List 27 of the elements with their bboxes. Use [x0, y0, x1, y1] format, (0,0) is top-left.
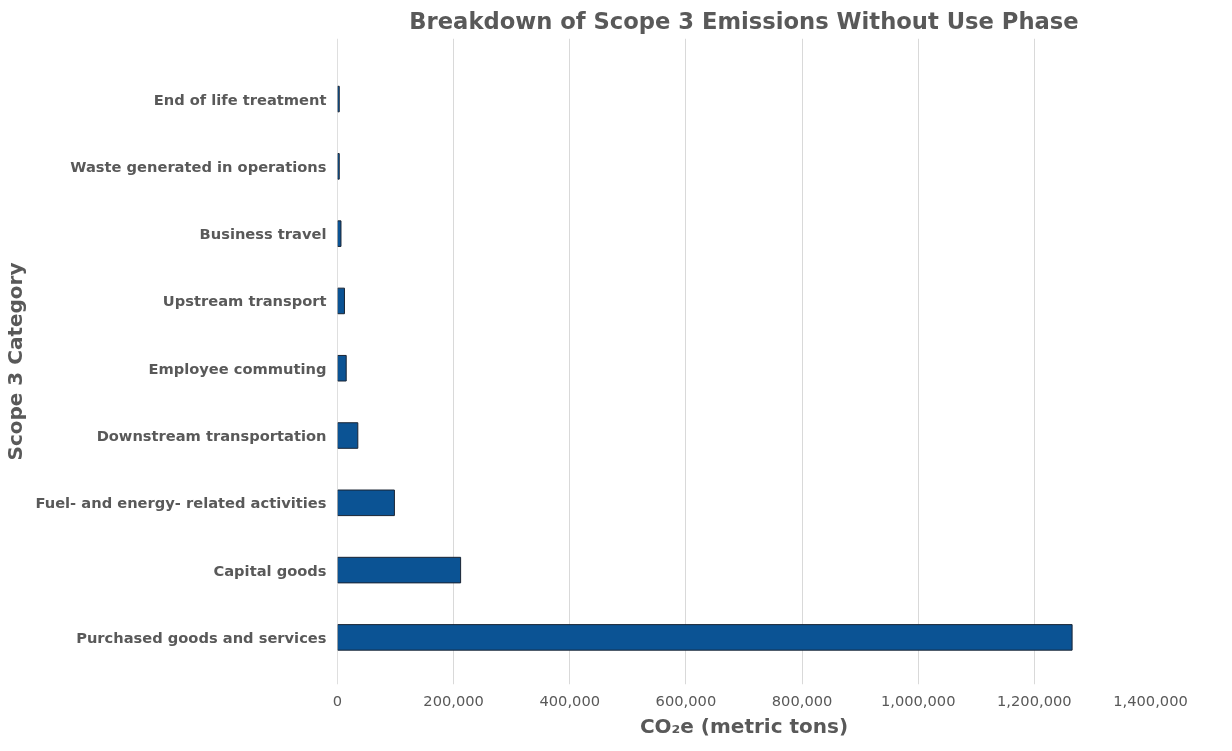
y-tick-label: Fuel- and energy- related activities	[35, 494, 327, 512]
y-axis-title: Scope 3 Category	[3, 262, 28, 461]
bar	[337, 354, 347, 382]
y-tick-label: Employee commuting	[148, 359, 327, 377]
x-tick-label: 1,200,000	[997, 691, 1072, 709]
y-tick-label: Purchased goods and services	[76, 628, 327, 646]
x-axis-title: CO₂e (metric tons)	[639, 713, 849, 738]
chart-title: Breakdown of Scope 3 Emissions Without Use Phase	[409, 7, 1079, 34]
bar	[337, 422, 359, 449]
y-tick-label: Waste generated in operations	[70, 157, 327, 175]
x-tick-label: 600,000	[655, 691, 717, 709]
x-tick-label: 1,400,000	[1113, 691, 1188, 709]
bar	[337, 287, 345, 315]
y-tick-label: Upstream transport	[162, 292, 327, 310]
x-tick-label: 800,000	[771, 691, 833, 709]
bar	[337, 489, 395, 517]
y-tick-label: Capital goods	[213, 561, 327, 579]
bar	[337, 624, 1073, 651]
bar	[337, 220, 342, 247]
y-tick-label: End of life treatment	[153, 90, 327, 108]
bar	[337, 556, 462, 584]
y-tick-label: Downstream transportation	[96, 427, 327, 445]
x-tick-label: 0	[332, 691, 343, 709]
x-tick-label: 1,000,000	[880, 691, 956, 709]
y-tick-label: Business travel	[199, 225, 327, 243]
x-tick-label: 200,000	[423, 691, 484, 709]
x-tick-label: 400,000	[539, 691, 601, 709]
